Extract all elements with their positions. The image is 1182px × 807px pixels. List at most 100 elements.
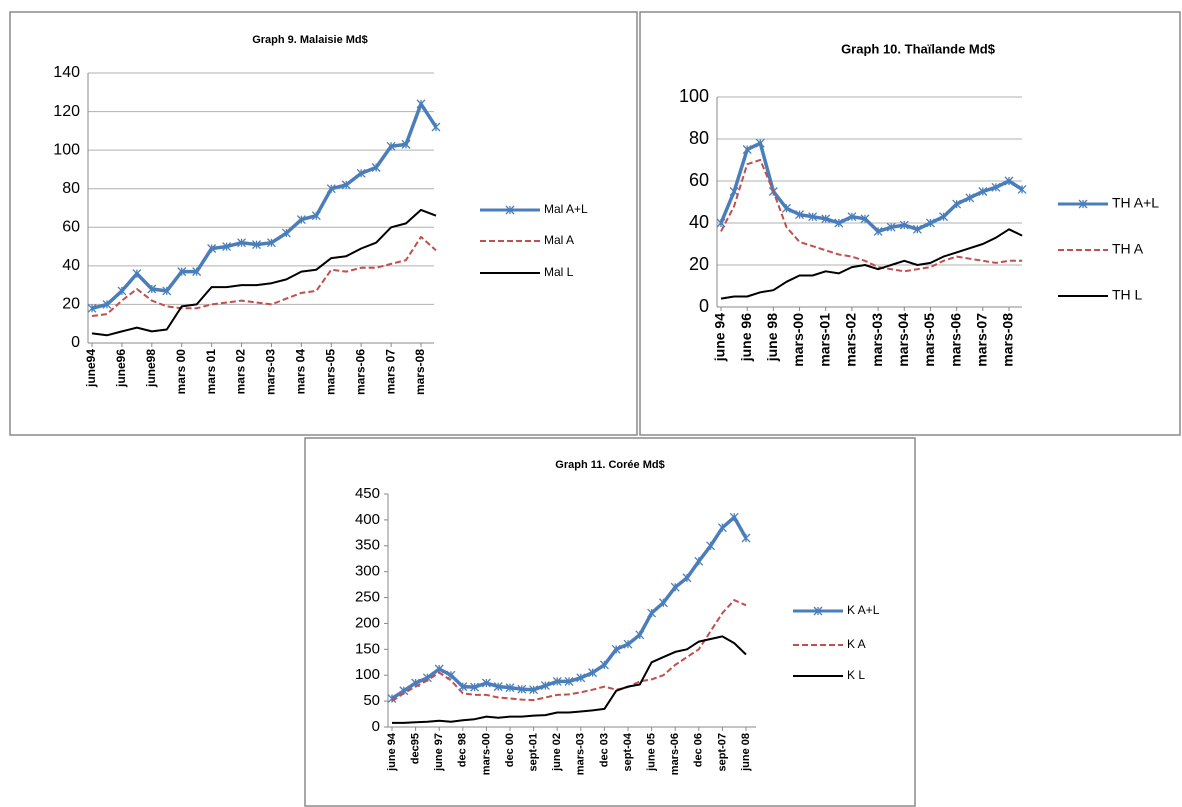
series-line	[720, 228, 1023, 300]
y-tick-label: 250	[355, 589, 380, 606]
point-marker	[716, 218, 726, 228]
point-marker	[682, 573, 692, 583]
point-marker	[387, 694, 397, 703]
x-tick-label: sept-01	[528, 733, 540, 772]
chart-title: Graph 11. Corée Md$	[555, 459, 664, 471]
y-tick-label: 60	[62, 219, 80, 236]
point-marker	[599, 660, 609, 670]
point-marker	[237, 238, 247, 248]
point-marker	[670, 582, 680, 592]
x-tick-label: june 96	[738, 313, 754, 362]
x-tick-label: mars-06	[669, 733, 681, 775]
y-tick-label: 40	[62, 257, 80, 274]
x-tick-label: sept-04	[622, 732, 634, 771]
point-marker	[860, 214, 870, 224]
point-marker	[481, 678, 491, 688]
point-marker	[431, 122, 441, 132]
x-tick-label: mars-03	[264, 349, 278, 395]
x-tick-label: sept-07	[716, 733, 728, 772]
point-marker	[102, 299, 112, 309]
x-tick-label: dec 98	[457, 733, 469, 767]
x-tick-label: mars 07	[383, 349, 397, 395]
y-tick-label: 80	[62, 180, 80, 197]
point-marker	[886, 222, 896, 232]
point-marker	[647, 608, 657, 618]
point-marker	[132, 269, 142, 279]
legend-label: Mal A	[544, 233, 574, 247]
point-marker	[529, 685, 539, 695]
point-marker	[808, 212, 818, 222]
series-line	[91, 235, 437, 317]
x-tick-label: june 94	[712, 313, 728, 362]
x-tick-label: june 02	[551, 733, 563, 772]
x-tick-label: june 98	[764, 313, 780, 362]
legend-label: Mal A+L	[544, 202, 588, 216]
y-tick-label: 20	[689, 254, 709, 274]
series-line	[720, 159, 1023, 273]
point-marker	[576, 673, 586, 683]
point-marker	[252, 240, 261, 250]
point-marker	[706, 541, 716, 551]
y-tick-label: 450	[355, 485, 380, 502]
chart-frame	[9, 11, 638, 436]
series-line	[391, 599, 747, 702]
y-tick-label: 20	[62, 296, 80, 313]
point-marker	[1004, 176, 1014, 186]
x-tick-label: june 08	[740, 733, 752, 772]
y-tick-label: 300	[355, 563, 380, 580]
point-marker	[552, 676, 562, 686]
point-marker	[658, 598, 668, 608]
point-marker	[925, 218, 935, 228]
y-tick-label: 0	[71, 334, 80, 351]
point-marker	[1017, 184, 1027, 194]
y-tick-label: 140	[53, 64, 80, 81]
legend-label: TH A	[1112, 241, 1144, 257]
point-marker	[717, 523, 727, 533]
point-marker	[162, 286, 172, 296]
point-marker	[470, 682, 480, 692]
point-marker	[834, 218, 844, 228]
point-marker	[623, 639, 633, 649]
point-marker	[694, 556, 704, 566]
point-marker	[87, 303, 97, 313]
y-tick-label: 40	[689, 212, 709, 232]
point-marker	[147, 284, 157, 294]
x-tick-label: mars-04	[895, 313, 911, 367]
y-tick-label: 80	[689, 128, 709, 148]
x-tick-label: june94	[84, 349, 98, 388]
point-marker	[371, 163, 381, 172]
x-tick-label: mars-05	[921, 313, 937, 367]
x-tick-label: mars-03	[575, 733, 587, 775]
y-tick-label: 100	[53, 141, 80, 158]
point-marker	[296, 215, 306, 225]
point-marker	[222, 242, 232, 252]
chart-title: Graph 10. Thaïlande Md$	[841, 41, 996, 56]
y-tick-label: 0	[372, 718, 380, 735]
point-marker	[326, 184, 336, 194]
legend-label: TH L	[1112, 287, 1143, 303]
point-marker	[729, 187, 739, 196]
x-tick-label: dec 06	[693, 733, 705, 767]
point-marker	[939, 212, 949, 222]
y-tick-label: 150	[355, 640, 380, 657]
x-tick-label: mars-08	[413, 349, 427, 395]
point-marker	[952, 199, 962, 209]
x-tick-label: mars-03	[869, 313, 885, 367]
legend-marker	[1078, 199, 1088, 209]
x-tick-label: mars-08	[1000, 313, 1016, 367]
x-tick-label: mars-00	[790, 313, 806, 367]
x-tick-label: june 05	[646, 733, 658, 772]
point-marker	[207, 244, 217, 253]
point-marker	[821, 214, 831, 224]
point-marker	[356, 168, 366, 178]
point-marker	[795, 210, 805, 220]
chart-title: Graph 9. Malaisie Md$	[252, 34, 368, 46]
x-tick-label: mars-06	[353, 349, 367, 395]
legend-label: K A	[847, 637, 866, 651]
point-marker	[899, 220, 909, 230]
x-tick-label: june 97	[433, 733, 445, 772]
point-marker	[505, 683, 515, 693]
legend-label: K L	[847, 668, 865, 682]
point-marker	[341, 180, 351, 190]
